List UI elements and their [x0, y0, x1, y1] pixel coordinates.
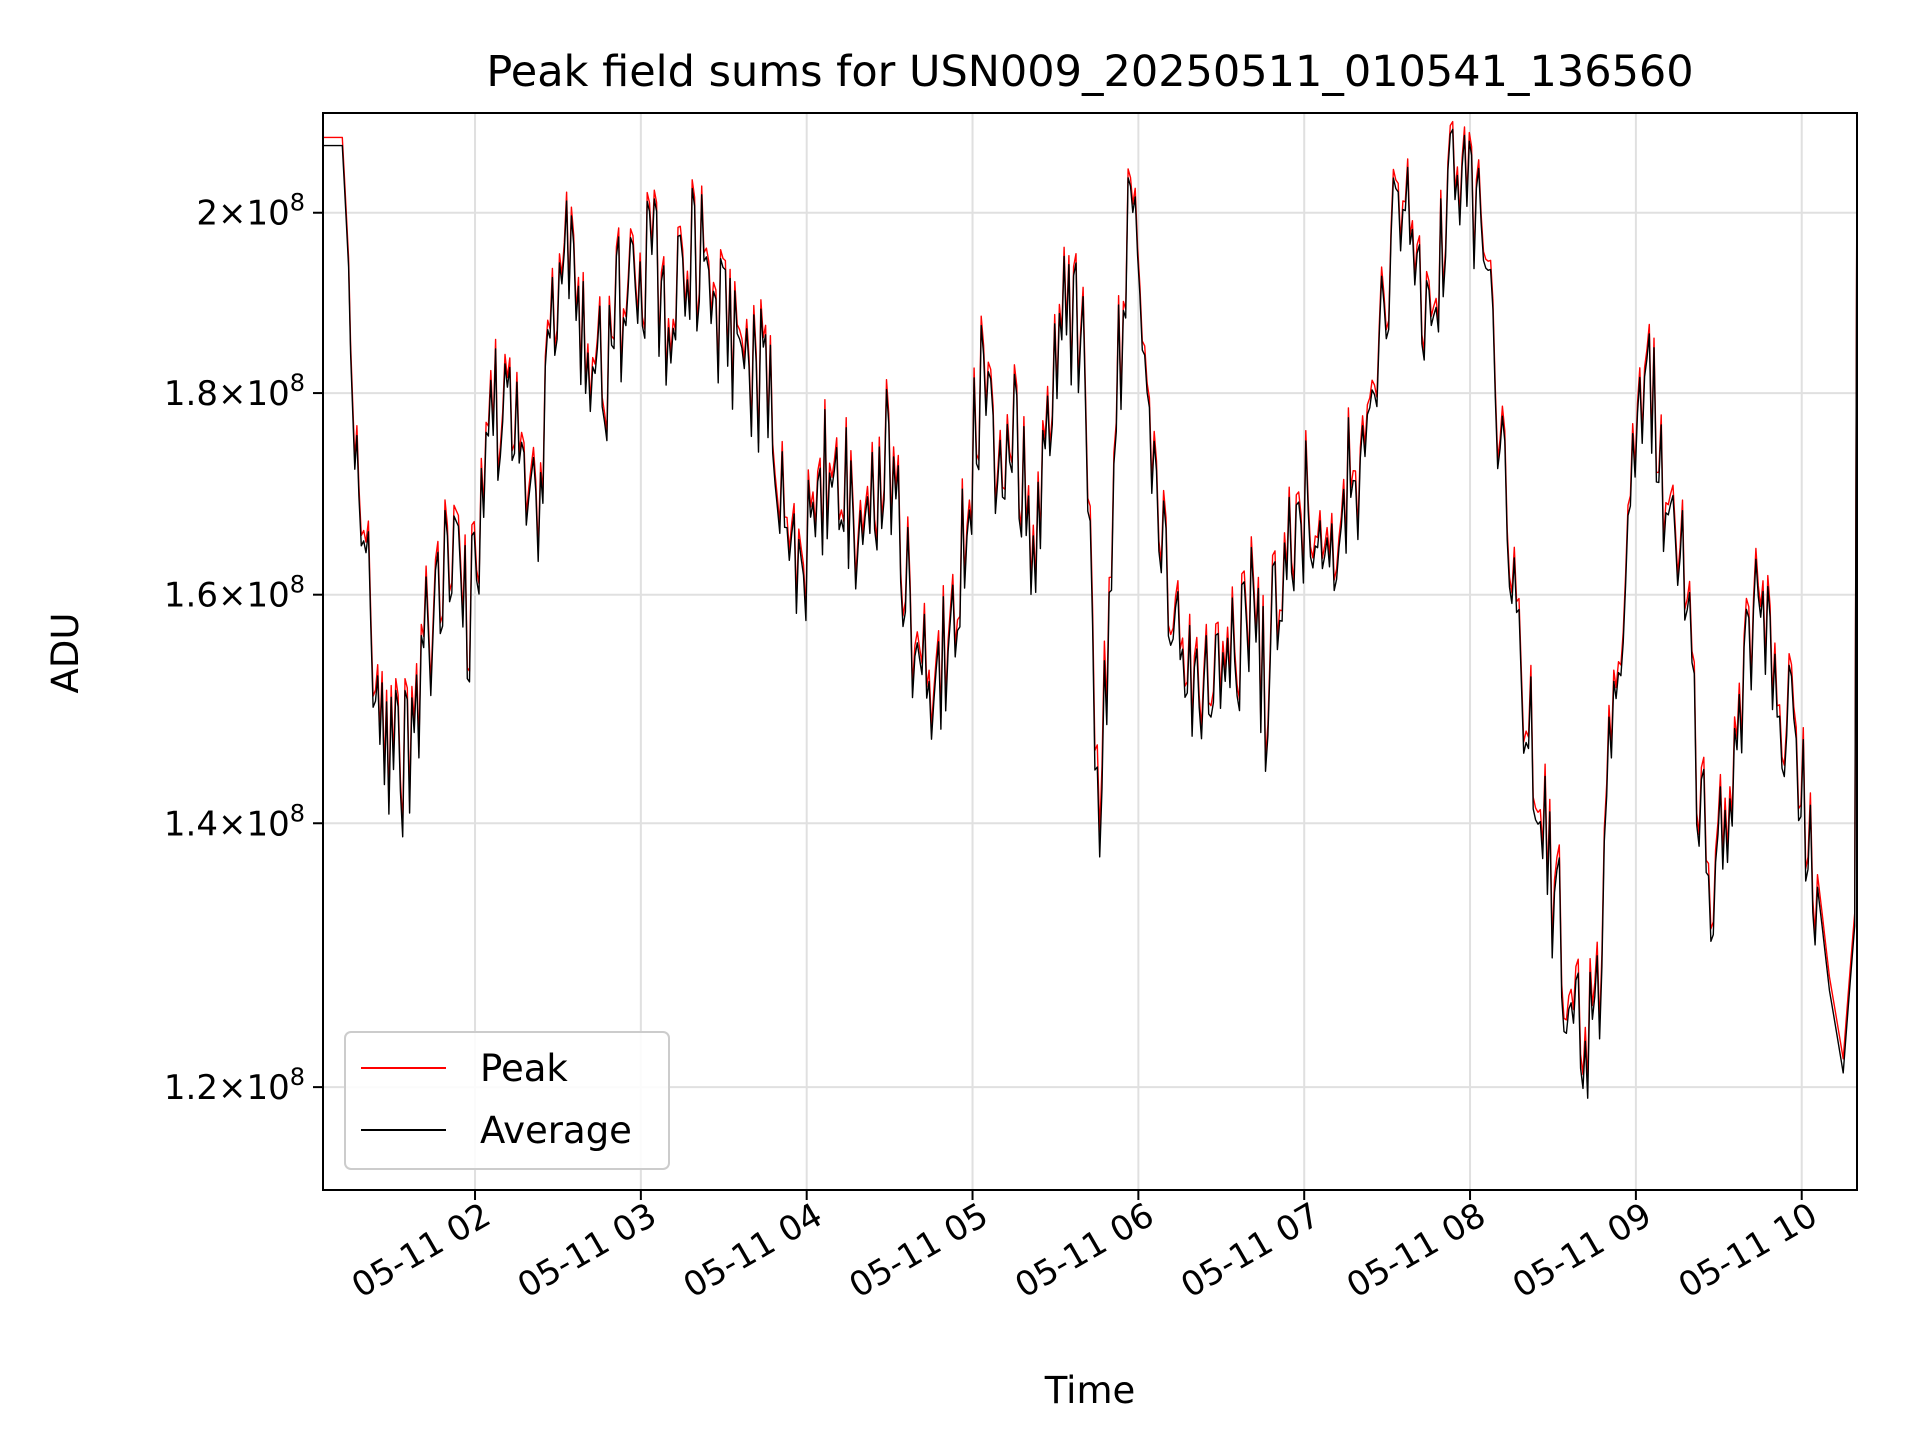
series-layer — [323, 120, 1858, 1099]
y-axis-ticks: 1.2×108 1.4×108 1.6×108 1.8×108 2×108 — [164, 189, 323, 1108]
x-axis-ticks: 05-11 02 05-11 03 05-11 04 05-11 05 05-11 06… — [345, 1190, 1824, 1306]
x-tick-label: 05-11 07 — [1174, 1195, 1326, 1306]
x-tick-label: 05-11 03 — [511, 1195, 663, 1306]
x-tick-label: 05-11 05 — [843, 1195, 995, 1306]
x-tick-label: 05-11 09 — [1506, 1195, 1658, 1306]
series-line-peak — [323, 120, 1858, 1086]
y-tick-label: 1.6×108 — [164, 571, 305, 616]
x-tick-label: 05-11 10 — [1672, 1195, 1824, 1306]
x-axis-label: Time — [1044, 1369, 1136, 1412]
x-tick-label: 05-11 02 — [345, 1195, 497, 1306]
x-tick-label: 05-11 04 — [677, 1195, 829, 1306]
y-tick-label: 1.2×108 — [164, 1063, 305, 1108]
y-tick-label: 1.8×108 — [164, 369, 305, 414]
chart-title: Peak field sums for USN009_20250511_0105… — [486, 47, 1693, 97]
x-tick-label: 05-11 08 — [1340, 1195, 1492, 1306]
grid-lines — [323, 113, 1857, 1190]
y-axis-label: ADU — [44, 613, 87, 694]
series-line-average — [323, 128, 1858, 1099]
plot-frame — [322, 112, 1858, 1191]
legend: Peak Average — [344, 1031, 670, 1170]
x-tick-label: 05-11 06 — [1008, 1195, 1160, 1306]
legend-box — [344, 1031, 670, 1170]
y-tick-label: 1.4×108 — [164, 799, 305, 844]
y-tick-label: 2×108 — [196, 189, 305, 234]
legend-average-label: Average — [480, 1109, 632, 1152]
legend-peak-label: Peak — [480, 1047, 568, 1090]
